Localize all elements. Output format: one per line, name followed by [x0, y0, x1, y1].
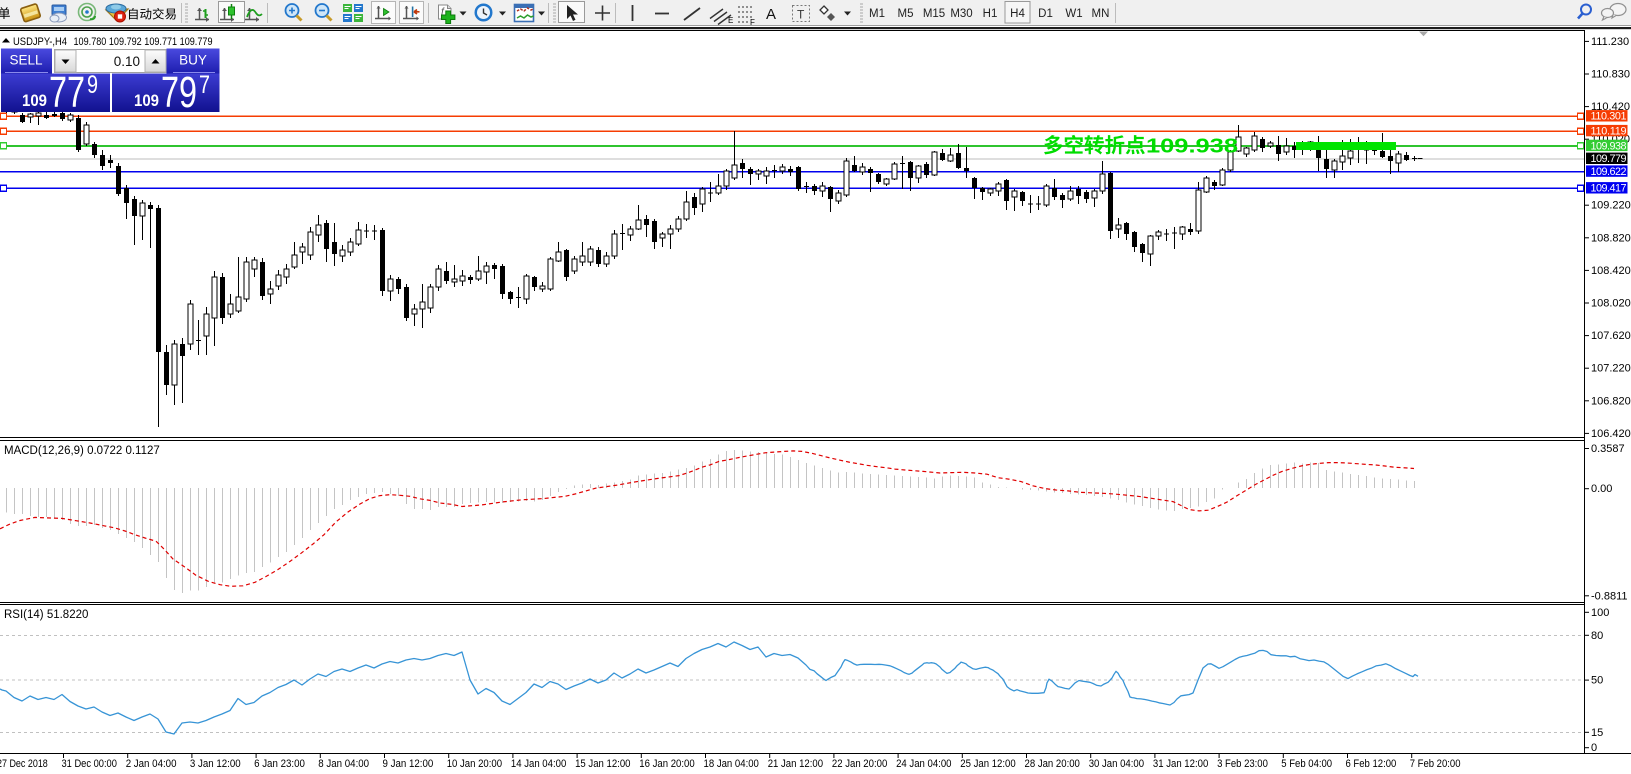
svg-text:0.00: 0.00 [1591, 483, 1612, 495]
svg-text:5 Feb 04:00: 5 Feb 04:00 [1281, 758, 1332, 770]
svg-text:0.10: 0.10 [114, 54, 140, 69]
svg-text:6 Feb 12:00: 6 Feb 12:00 [1346, 758, 1397, 770]
svg-text:3 Feb 23:00: 3 Feb 23:00 [1217, 758, 1268, 770]
svg-text:106.820: 106.820 [1591, 395, 1631, 407]
svg-text:RSI(14) 51.8220: RSI(14) 51.8220 [4, 609, 88, 621]
svg-text:F: F [750, 18, 755, 27]
svg-text:21 Jan 12:00: 21 Jan 12:00 [768, 758, 823, 770]
svg-text:T: T [797, 8, 805, 22]
svg-text:30 Jan 04:00: 30 Jan 04:00 [1089, 758, 1144, 770]
svg-text:0: 0 [1591, 742, 1597, 754]
svg-text:16 Jan 20:00: 16 Jan 20:00 [639, 758, 694, 770]
svg-text:f: f [441, 7, 445, 18]
svg-text:15: 15 [1591, 727, 1603, 739]
svg-text:M30: M30 [950, 8, 972, 20]
svg-text:14 Jan 04:00: 14 Jan 04:00 [511, 758, 566, 770]
svg-text:24 Jan 04:00: 24 Jan 04:00 [896, 758, 951, 770]
svg-text:108.020: 108.020 [1591, 298, 1631, 310]
svg-text:M1: M1 [869, 8, 885, 20]
svg-text:109.622: 109.622 [1591, 166, 1627, 178]
svg-text:109.779: 109.779 [1591, 153, 1627, 165]
svg-text:18 Jan 04:00: 18 Jan 04:00 [704, 758, 759, 770]
svg-text:MACD(12,26,9) 0.0722 0.1127: MACD(12,26,9) 0.0722 0.1127 [4, 445, 160, 457]
svg-text:10 Jan 20:00: 10 Jan 20:00 [447, 758, 502, 770]
svg-text:-0.8811: -0.8811 [1591, 590, 1628, 602]
svg-text:A: A [766, 6, 776, 23]
svg-text:109.780 109.792 109.771 109.77: 109.780 109.792 109.771 109.779 [74, 36, 213, 48]
svg-text:31 Jan 12:00: 31 Jan 12:00 [1153, 758, 1208, 770]
svg-text:109.938: 109.938 [1146, 135, 1238, 158]
svg-text:3 Jan 12:00: 3 Jan 12:00 [190, 758, 241, 770]
svg-text:109.220: 109.220 [1591, 200, 1631, 212]
svg-text:SELL: SELL [9, 53, 43, 68]
svg-text:111.230: 111.230 [1591, 36, 1629, 48]
svg-text:9: 9 [87, 71, 98, 99]
svg-text:106.420: 106.420 [1591, 428, 1631, 440]
svg-text:7: 7 [199, 71, 210, 99]
svg-text:109.417: 109.417 [1591, 183, 1627, 195]
svg-text:7 Feb 20:00: 7 Feb 20:00 [1410, 758, 1461, 770]
svg-text:8 Jan 04:00: 8 Jan 04:00 [318, 758, 369, 770]
svg-text:M5: M5 [898, 8, 914, 20]
svg-text:109.938: 109.938 [1591, 140, 1627, 152]
svg-text:15 Jan 12:00: 15 Jan 12:00 [575, 758, 630, 770]
svg-text:2 Jan 04:00: 2 Jan 04:00 [126, 758, 177, 770]
svg-text:25 Jan 12:00: 25 Jan 12:00 [960, 758, 1015, 770]
svg-text:31 Dec 00:00: 31 Dec 00:00 [62, 758, 117, 770]
svg-text:D1: D1 [1038, 8, 1053, 20]
svg-text:H1: H1 [983, 8, 998, 20]
svg-text:108.820: 108.820 [1591, 232, 1631, 244]
svg-text:27 Dec 2018: 27 Dec 2018 [0, 758, 48, 770]
svg-text:77: 77 [49, 68, 85, 117]
svg-text:BUY: BUY [179, 53, 207, 68]
svg-text:6 Jan 23:00: 6 Jan 23:00 [254, 758, 305, 770]
svg-text:H4: H4 [1010, 8, 1025, 20]
svg-text:W1: W1 [1065, 8, 1082, 20]
svg-text:79: 79 [161, 68, 197, 117]
svg-text:22 Jan 20:00: 22 Jan 20:00 [832, 758, 887, 770]
svg-text:108.420: 108.420 [1591, 265, 1631, 277]
svg-text:80: 80 [1591, 630, 1603, 642]
svg-text:110.119: 110.119 [1591, 126, 1627, 138]
svg-text:0.3587: 0.3587 [1591, 443, 1625, 455]
svg-text:109: 109 [22, 91, 47, 110]
svg-text:107.220: 107.220 [1591, 363, 1631, 375]
svg-text:M15: M15 [923, 8, 945, 20]
svg-text:50: 50 [1591, 675, 1603, 687]
svg-text:28 Jan 20:00: 28 Jan 20:00 [1025, 758, 1080, 770]
svg-text:110.830: 110.830 [1591, 69, 1630, 81]
svg-text:E: E [728, 16, 733, 25]
svg-text:109: 109 [134, 91, 159, 110]
svg-text:9 Jan 12:00: 9 Jan 12:00 [383, 758, 434, 770]
svg-text:110.301: 110.301 [1591, 111, 1627, 123]
svg-text:100: 100 [1591, 607, 1609, 619]
svg-text:USDJPY-,H4: USDJPY-,H4 [13, 36, 67, 48]
svg-text:107.620: 107.620 [1591, 330, 1631, 342]
svg-text:MN: MN [1092, 8, 1110, 20]
